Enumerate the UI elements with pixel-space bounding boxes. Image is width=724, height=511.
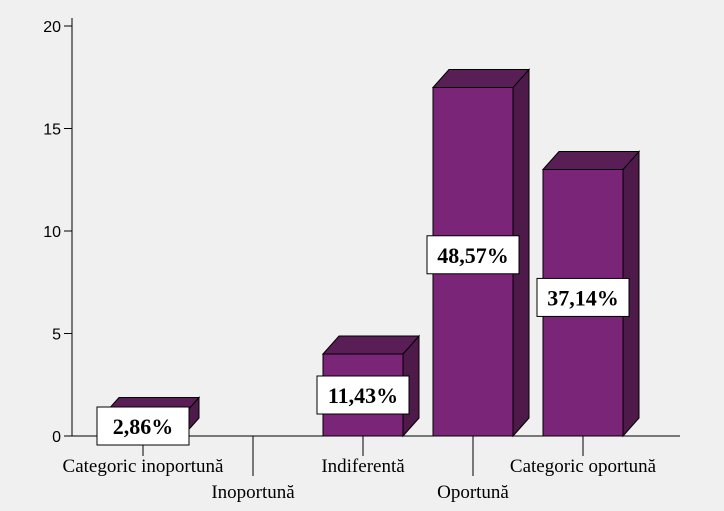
data-label-box bbox=[426, 235, 520, 275]
data-label: 11,43% bbox=[328, 383, 398, 408]
bar-top-face bbox=[541, 151, 641, 170]
data-label-box bbox=[316, 375, 410, 415]
x-category-label: Categoric inoportună bbox=[63, 456, 224, 477]
x-category-label: Inoportună bbox=[211, 482, 295, 503]
y-tick-label: 20 bbox=[43, 19, 61, 36]
data-label-box bbox=[96, 406, 190, 446]
x-category-label: Oportună bbox=[437, 482, 509, 503]
y-tick-label: 15 bbox=[43, 122, 61, 139]
x-category-label: Categoric oportună bbox=[510, 456, 657, 477]
x-category-label: Indiferentă bbox=[321, 456, 405, 477]
y-tick-label: 0 bbox=[52, 429, 61, 446]
data-label-box bbox=[536, 277, 630, 317]
bar-top-face bbox=[321, 335, 421, 355]
data-label: 48,57% bbox=[437, 243, 509, 268]
y-tick-label: 5 bbox=[52, 327, 61, 344]
data-label: 37,14% bbox=[547, 285, 619, 310]
y-tick-label: 10 bbox=[43, 224, 61, 241]
data-label: 2,86% bbox=[113, 414, 174, 439]
bar-top-face bbox=[431, 69, 531, 88]
